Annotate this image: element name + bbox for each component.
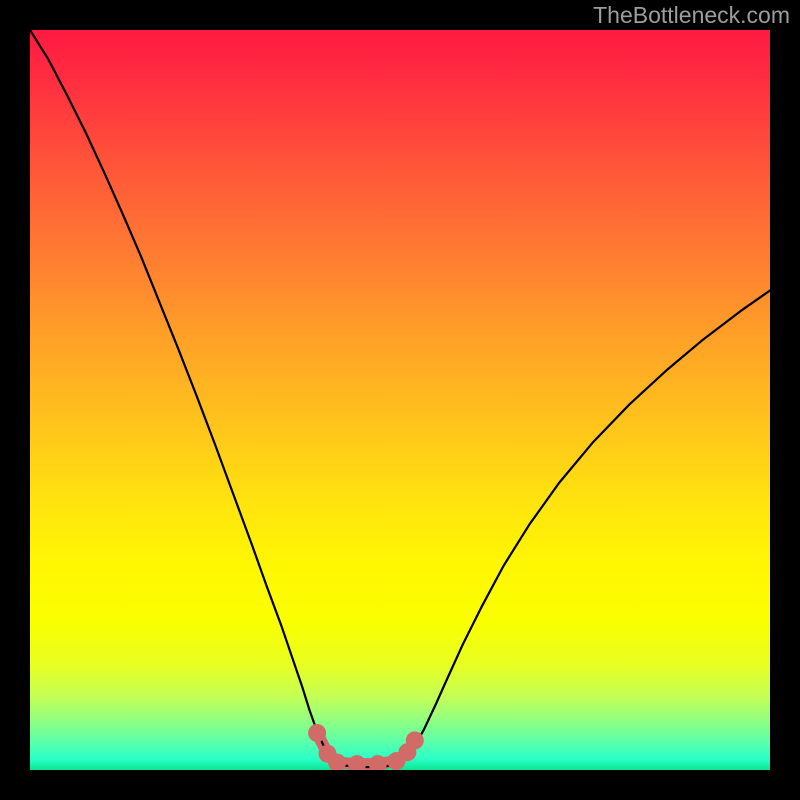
watermark-text: TheBottleneck.com (593, 2, 790, 29)
marker-dot (308, 724, 326, 742)
bottleneck-chart (30, 30, 770, 770)
gradient-background (30, 30, 770, 770)
marker-dot (406, 731, 424, 749)
